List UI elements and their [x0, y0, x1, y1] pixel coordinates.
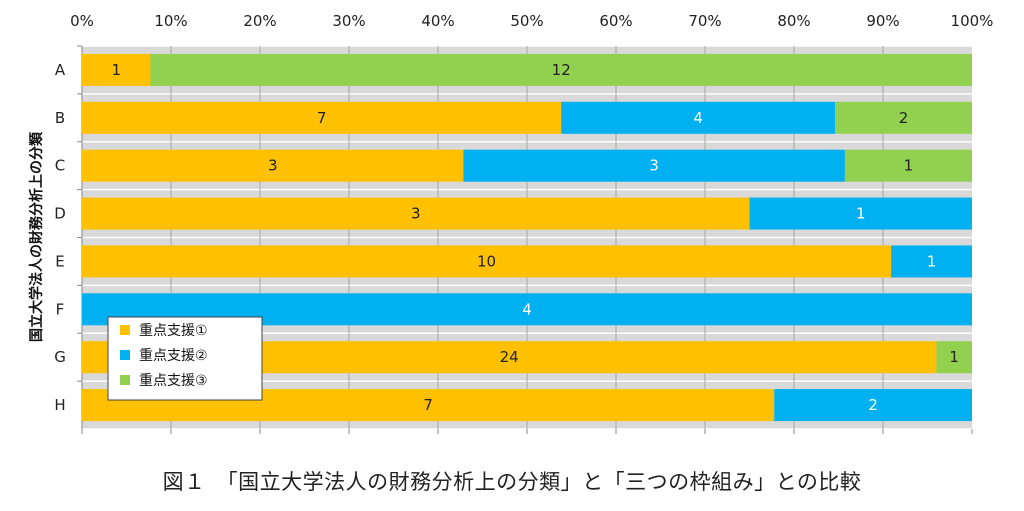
x-tick-label: 70% — [688, 12, 721, 30]
bar-segment — [82, 53, 151, 86]
data-label: 4 — [693, 109, 703, 127]
x-axis: 0% 10% 20% 30% 40% 50% 60% 70% 80% 90% 100% — [70, 12, 993, 434]
y-tick-label: G — [54, 348, 66, 366]
bar-segment — [561, 101, 836, 134]
y-tick-label: A — [55, 61, 66, 79]
bar-segment — [774, 389, 972, 422]
bar-segment — [82, 245, 892, 278]
data-label: 2 — [868, 396, 878, 414]
y-tick-label: E — [55, 252, 64, 270]
legend: 重点支援① 重点支援② 重点支援③ — [107, 316, 263, 401]
data-label: 4 — [522, 300, 532, 318]
data-label: 24 — [500, 348, 519, 366]
bar-segment — [844, 149, 972, 182]
data-label: 1 — [927, 252, 937, 270]
data-label: 3 — [649, 157, 659, 175]
bar-segment — [936, 341, 972, 374]
x-tick-label: 30% — [332, 12, 365, 30]
y-tick-label: B — [55, 109, 65, 127]
y-tick-label: D — [54, 205, 66, 223]
x-tick-label: 0% — [70, 12, 94, 30]
y-tick-label: C — [55, 157, 65, 175]
y-tick-label: H — [54, 396, 65, 414]
bar-segment — [82, 149, 464, 182]
legend-box — [107, 316, 263, 401]
bar-segment — [463, 149, 845, 182]
x-tick-label: 20% — [243, 12, 276, 30]
legend-swatch — [120, 350, 130, 360]
y-tick-label: F — [56, 300, 65, 318]
legend-label: 重点支援② — [139, 348, 208, 364]
data-label: 1 — [949, 348, 959, 366]
legend-label: 重点支援① — [139, 323, 208, 339]
data-label: 2 — [899, 109, 909, 127]
data-label: 7 — [317, 109, 327, 127]
data-label: 12 — [552, 61, 571, 79]
data-label: 3 — [411, 205, 421, 223]
bar-segment — [891, 245, 972, 278]
data-label: 7 — [423, 396, 433, 414]
data-label: 1 — [904, 157, 914, 175]
x-tick-label: 50% — [510, 12, 543, 30]
data-label: 1 — [856, 205, 866, 223]
x-tick-label: 90% — [866, 12, 899, 30]
legend-label: 重点支援③ — [139, 373, 208, 389]
data-label: 3 — [268, 157, 278, 175]
data-label: 1 — [111, 61, 121, 79]
data-label: 10 — [477, 252, 496, 270]
x-tick-label: 60% — [599, 12, 632, 30]
x-tick-label: 80% — [777, 12, 810, 30]
bar-segment — [82, 101, 562, 134]
bar-segment — [749, 197, 972, 230]
figure-caption: 図１ 「国立大学法人の財務分析上の分類」と「三つの枠組み」との比較 — [162, 470, 862, 494]
y-axis: A B C D E F G H — [54, 45, 83, 434]
x-tick-label: 10% — [154, 12, 187, 30]
bar-segment — [835, 101, 972, 134]
legend-swatch — [120, 375, 130, 385]
x-tick-label: 100% — [951, 12, 994, 30]
bar-segment — [150, 53, 972, 86]
data-labels: 1 12 7 4 2 3 3 1 3 1 10 1 4 24 1 7 2 — [111, 61, 959, 414]
legend-swatch — [120, 325, 130, 335]
y-axis-title: 国立大学法人の財務分析上の分類 — [28, 131, 45, 342]
bar-segment — [82, 197, 750, 230]
x-tick-label: 40% — [421, 12, 454, 30]
